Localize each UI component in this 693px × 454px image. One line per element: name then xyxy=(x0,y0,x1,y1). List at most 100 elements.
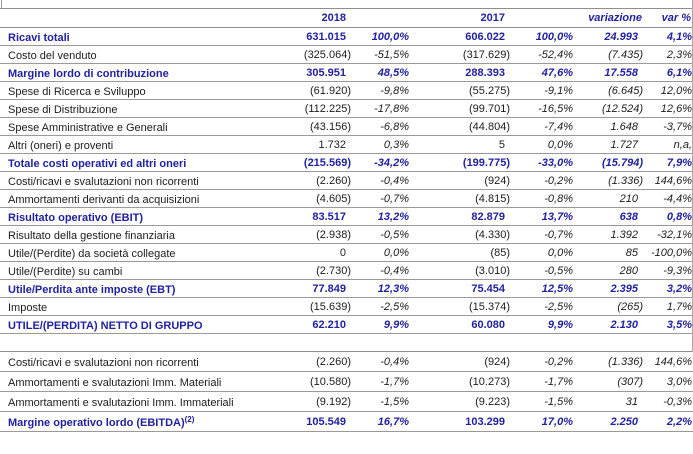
cell-var-pct: 2,3% xyxy=(666,48,692,61)
row-label: Margine lordo di contribuzione xyxy=(8,67,169,80)
cell-var-pct: -0,3% xyxy=(663,395,692,408)
cell-value-2018: (215.569) xyxy=(303,156,351,169)
cell-value-2018: (10.580) xyxy=(310,375,351,388)
table-row: Risultato operativo (EBIT) 83.517 13,2% … xyxy=(0,208,693,226)
cell-pct-2017: -0,7% xyxy=(544,228,573,241)
cell-pct-2017: -52,4% xyxy=(538,48,573,61)
cell-var-pct: -3,7% xyxy=(663,120,692,133)
cell-variazione: 24.993 xyxy=(604,30,638,43)
cell-pct-2017: 13,7% xyxy=(541,210,573,223)
table-row: Ricavi totali 631.015 100,0% 606.022 100… xyxy=(0,28,693,46)
row-label: Costi/ricavi e svalutazioni non ricorren… xyxy=(8,175,199,188)
cell-pct-2018: 0,0% xyxy=(383,246,409,259)
cell-pct-2017: -0,5% xyxy=(544,264,573,277)
cell-value-2017: 103.299 xyxy=(465,415,505,428)
cell-value-2018: (325.064) xyxy=(303,48,351,61)
cell-value-2017: 82.879 xyxy=(471,210,505,223)
cell-pct-2018: 16,7% xyxy=(377,415,409,428)
row-label: Ammortamenti e svalutazioni Imm. Immater… xyxy=(8,396,234,409)
cell-value-2018: (9.192) xyxy=(316,395,351,408)
table-row: Utile/Perdita ante imposte (EBT) 77.849 … xyxy=(0,280,693,298)
cell-value-2017: (199.775) xyxy=(462,156,510,169)
row-label: Totale costi operativi ed altri oneri xyxy=(8,157,187,170)
row-label: Risultato operativo (EBIT) xyxy=(8,211,144,224)
cell-value-2018: (2.730) xyxy=(316,264,351,277)
table-left-border-tick xyxy=(1,0,2,8)
table-row: Ammortamenti e svalutazioni Imm. Materia… xyxy=(0,372,693,392)
cell-pct-2018: -0,4% xyxy=(380,264,409,277)
cell-value-2017: 288.393 xyxy=(465,66,505,79)
cell-pct-2018: 48,5% xyxy=(377,66,409,79)
cell-pct-2017: 47,6% xyxy=(541,66,573,79)
table-row: Spese di Ricerca e Sviluppo (61.920) -9,… xyxy=(0,82,693,100)
row-label: Utile/(Perdite) su cambi xyxy=(8,265,123,278)
cell-variazione: (307) xyxy=(617,375,643,388)
header-year-2018: 2018 xyxy=(321,12,346,24)
cell-var-pct: -9,3% xyxy=(663,264,692,277)
cell-value-2018: (43.156) xyxy=(310,120,351,133)
row-label: Ricavi totali xyxy=(8,31,70,44)
section-gap xyxy=(0,334,693,351)
cell-pct-2017: -1,7% xyxy=(544,375,573,388)
cell-value-2018: 77.849 xyxy=(312,282,346,295)
row-label: Costi/ricavi e svalutazioni non ricorren… xyxy=(8,356,199,369)
cell-pct-2017: -1,5% xyxy=(544,395,573,408)
cell-var-pct: 3,0% xyxy=(666,375,692,388)
row-label: Spese di Ricerca e Sviluppo xyxy=(8,85,146,98)
cell-variazione: (12.524) xyxy=(602,102,643,115)
cell-pct-2018: -2,5% xyxy=(380,300,409,313)
cell-value-2017: (44.804) xyxy=(469,120,510,133)
cell-pct-2018: -0,4% xyxy=(380,355,409,368)
table-row: Costi/ricavi e svalutazioni non ricorren… xyxy=(0,352,693,372)
table-row: Utile/(Perdite) su cambi (2.730) -0,4% (… xyxy=(0,262,693,280)
cell-var-pct: 144,6% xyxy=(654,355,692,368)
row-label: Spese di Distribuzione xyxy=(8,103,118,116)
cell-pct-2018: 9,9% xyxy=(383,318,409,331)
cell-value-2018: (61.920) xyxy=(310,84,351,97)
cell-variazione: (6.645) xyxy=(608,84,643,97)
cell-value-2018: 1.732 xyxy=(318,138,346,151)
header-year-2017: 2017 xyxy=(480,12,505,24)
cell-var-pct: -32,1% xyxy=(657,228,692,241)
table-row: Costo del venduto (325.064) -51,5% (317.… xyxy=(0,46,693,64)
cell-value-2017: (15.374) xyxy=(469,300,510,313)
table-section-ebitda: Costi/ricavi e svalutazioni non ricorren… xyxy=(0,351,693,432)
cell-value-2017: (924) xyxy=(484,174,510,187)
cell-value-2017: (10.273) xyxy=(469,375,510,388)
cell-variazione: (7.435) xyxy=(608,48,643,61)
cell-pct-2017: -0,2% xyxy=(544,174,573,187)
cell-pct-2017: 100,0% xyxy=(535,30,573,43)
cell-pct-2017: 0,0% xyxy=(547,246,573,259)
cell-value-2017: (317.629) xyxy=(462,48,510,61)
cell-variazione: 2.395 xyxy=(610,282,638,295)
cell-variazione: 31 xyxy=(625,395,638,408)
cell-pct-2018: 0,3% xyxy=(383,138,409,151)
cell-pct-2018: 13,2% xyxy=(377,210,409,223)
cell-pct-2018: 12,3% xyxy=(377,282,409,295)
cell-value-2017: (55.275) xyxy=(469,84,510,97)
cell-variazione: (265) xyxy=(617,300,643,313)
cell-value-2017: 60.080 xyxy=(471,318,505,331)
cell-var-pct: 3,2% xyxy=(666,282,692,295)
cell-pct-2017: 12,5% xyxy=(541,282,573,295)
cell-variazione: 210 xyxy=(619,192,638,205)
row-label: Margine operativo lordo (EBITDA)(2) xyxy=(8,414,195,429)
header-variazione: variazione xyxy=(588,12,642,24)
table-row: Imposte (15.639) -2,5% (15.374) -2,5% (2… xyxy=(0,298,693,316)
cell-value-2017: (924) xyxy=(484,355,510,368)
cell-pct-2017: -2,5% xyxy=(544,300,573,313)
cell-value-2017: 75.454 xyxy=(471,282,505,295)
table-row: Ammortamenti e svalutazioni Imm. Immater… xyxy=(0,392,693,412)
cell-pct-2017: -16,5% xyxy=(538,102,573,115)
cell-value-2018: 62.210 xyxy=(312,318,346,331)
cell-pct-2018: -1,7% xyxy=(380,375,409,388)
table-section-main: Ricavi totali 631.015 100,0% 606.022 100… xyxy=(0,28,693,334)
table-row: UTILE/(PERDITA) NETTO DI GRUPPO 62.210 9… xyxy=(0,316,693,334)
cell-value-2017: 5 xyxy=(498,138,505,151)
cell-pct-2018: -9,8% xyxy=(380,84,409,97)
cell-var-pct: 144,6% xyxy=(654,174,692,187)
row-label: Imposte xyxy=(8,301,48,314)
cell-var-pct: n,a, xyxy=(673,138,692,151)
cell-var-pct: 7,9% xyxy=(666,156,692,169)
